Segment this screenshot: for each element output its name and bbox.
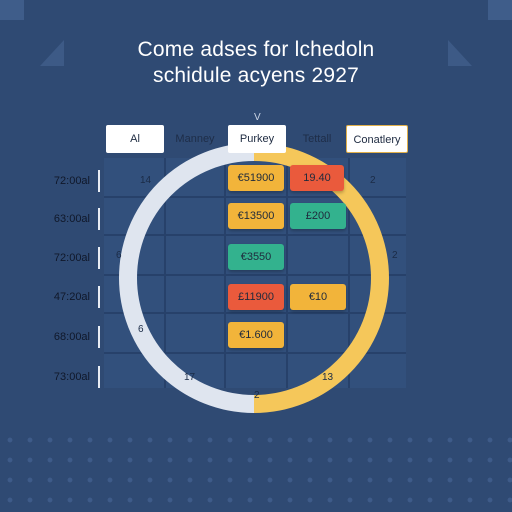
row-divider — [98, 326, 100, 348]
ring-number: 14 — [140, 175, 152, 186]
ring-number: 6 — [138, 324, 144, 335]
corner-decoration — [488, 0, 512, 20]
ring-number: 2 — [254, 390, 260, 401]
dot-pattern — [0, 430, 512, 512]
event-chip[interactable]: €1.600 — [228, 322, 284, 348]
ring-number: 2 — [370, 175, 376, 186]
row-label: 72:00al — [53, 252, 90, 264]
row-divider — [98, 170, 100, 192]
header-marker: V — [254, 112, 261, 123]
ring-number: 2 — [392, 250, 398, 261]
event-chip[interactable]: 19.40 — [290, 165, 344, 191]
corner-decoration — [0, 0, 24, 20]
event-chip[interactable]: £200 — [290, 203, 346, 229]
event-chip[interactable]: £11900 — [228, 284, 284, 310]
row-label: 63:00al — [53, 213, 90, 225]
page-subtitle: schidule acyens 2927 — [153, 64, 359, 87]
triangle-decoration — [40, 40, 64, 66]
event-chip[interactable]: €51900 — [228, 165, 284, 191]
row-divider — [98, 247, 100, 269]
row-divider — [98, 208, 100, 230]
ring-number: 13 — [322, 372, 334, 383]
ring-number: 17 — [184, 372, 196, 383]
ring-number: 6 — [116, 250, 122, 261]
page-title: Come adses for lchedoln — [137, 38, 375, 61]
column-header-purkey[interactable]: Purkey — [228, 125, 286, 153]
row-label: 72:00al — [53, 175, 90, 187]
event-chip[interactable]: €10 — [290, 284, 346, 310]
row-divider — [98, 366, 100, 388]
column-header-tettall[interactable]: Tettall — [302, 133, 332, 145]
event-chip[interactable]: €13500 — [228, 203, 284, 229]
row-label: 68:00al — [53, 331, 90, 343]
column-header-conatlery[interactable]: Conatlery — [346, 125, 408, 153]
triangle-decoration — [448, 40, 472, 66]
column-header-al[interactable]: Al — [106, 125, 164, 153]
row-divider — [98, 286, 100, 308]
row-label: 73:00al — [53, 371, 90, 383]
event-chip[interactable]: €3550 — [228, 244, 284, 270]
row-label: 47:20al — [53, 291, 90, 303]
column-header-manney[interactable]: Manney — [175, 133, 215, 145]
